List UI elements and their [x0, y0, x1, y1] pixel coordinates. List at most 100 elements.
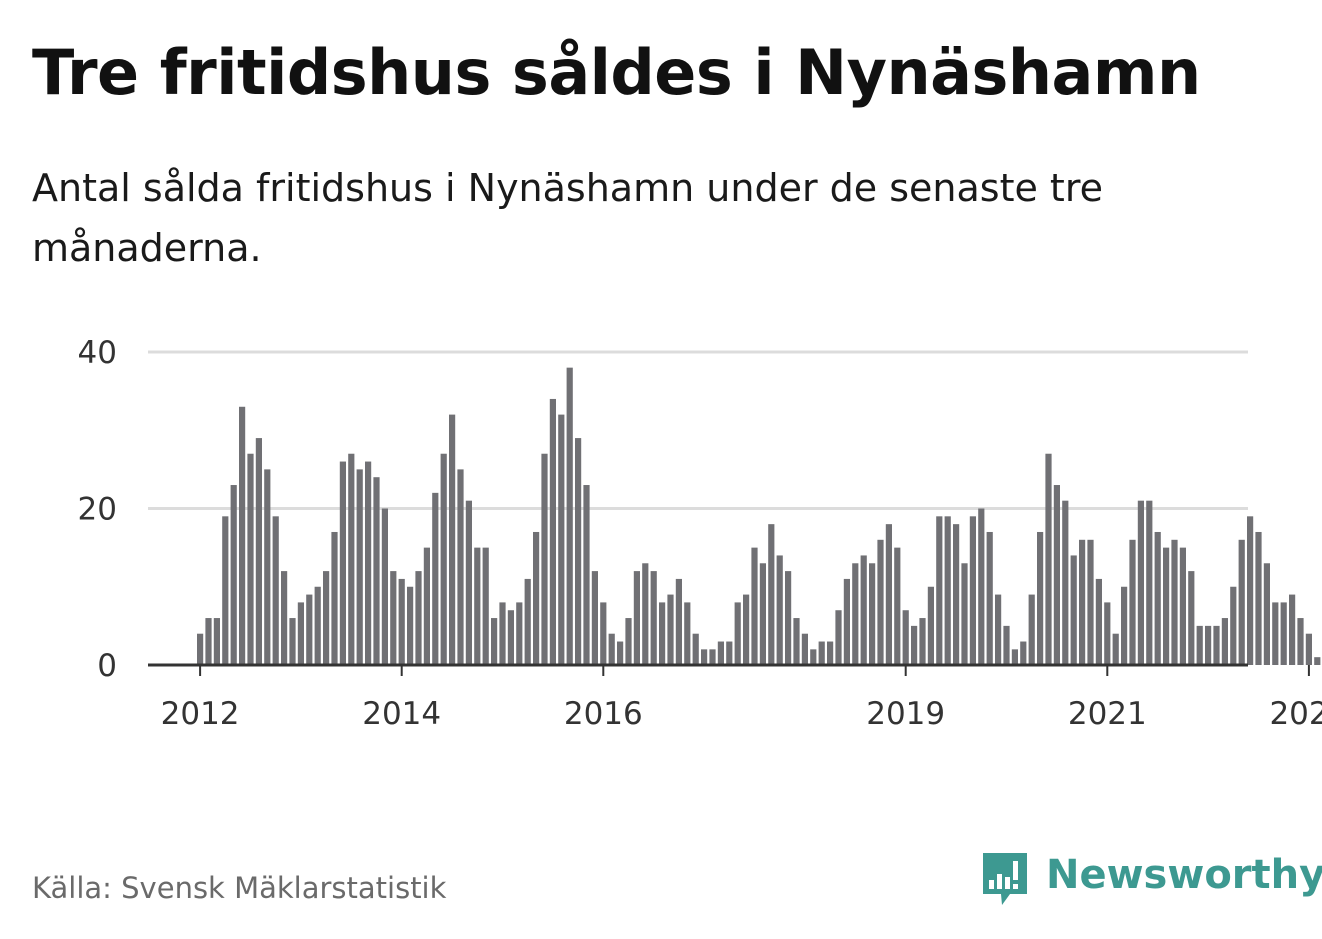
- bar: [1163, 547, 1170, 665]
- bar: [247, 453, 254, 665]
- bar: [465, 500, 472, 665]
- x-tick-label: 2012: [161, 696, 240, 732]
- bar: [734, 602, 741, 665]
- bar: [591, 571, 598, 665]
- source-note: Källa: Svensk Mäklarstatistik: [32, 871, 447, 905]
- x-tick-label: 2019: [866, 696, 945, 732]
- bar: [533, 531, 540, 665]
- bar: [297, 602, 304, 665]
- x-tick-label: 2023: [1269, 696, 1322, 732]
- bar: [1171, 539, 1178, 665]
- bar: [457, 469, 464, 665]
- bar: [667, 594, 674, 665]
- bar: [381, 508, 388, 665]
- bar: [978, 508, 985, 665]
- bar: [1037, 531, 1044, 665]
- bar: [222, 516, 229, 665]
- bar: [1179, 547, 1186, 665]
- bar: [793, 618, 800, 665]
- bar: [768, 524, 775, 665]
- bar: [894, 547, 901, 665]
- bar: [650, 571, 657, 665]
- bar: [306, 594, 313, 665]
- chart-subtitle: Antal sålda fritidshus i Nynäshamn under…: [32, 166, 1103, 270]
- bar: [365, 461, 372, 665]
- bar: [608, 633, 615, 665]
- bar: [717, 641, 724, 665]
- bar: [281, 571, 288, 665]
- bar: [1230, 586, 1237, 665]
- bar: [818, 641, 825, 665]
- bar: [339, 461, 346, 665]
- bar: [776, 555, 783, 665]
- bar: [415, 571, 422, 665]
- bar: [432, 492, 439, 665]
- bar: [852, 563, 859, 665]
- bar: [1095, 578, 1102, 665]
- bar: [843, 578, 850, 665]
- x-tick-label: 2014: [362, 696, 441, 732]
- bar: [1221, 618, 1228, 665]
- bar: [1011, 649, 1018, 665]
- bar: [617, 641, 624, 665]
- y-axis-labels: 0 20 40: [78, 335, 117, 684]
- bar: [583, 485, 590, 665]
- x-axis-labels: 2012 2014 2016 2019 2021 2023: [161, 696, 1322, 732]
- bar: [239, 406, 246, 665]
- bar: [1062, 500, 1069, 665]
- bar: [566, 367, 573, 665]
- bar: [541, 453, 548, 665]
- bar: [516, 602, 523, 665]
- bar: [911, 625, 918, 665]
- bar: [1070, 555, 1077, 665]
- x-tick-label: 2016: [564, 696, 643, 732]
- bar: [751, 547, 758, 665]
- bar: [323, 571, 330, 665]
- brand-name: Newsworthy: [1046, 852, 1322, 898]
- bar: [1154, 531, 1161, 665]
- bar: [944, 516, 951, 665]
- bar: [659, 602, 666, 665]
- bar: [482, 547, 489, 665]
- bar: [390, 571, 397, 665]
- bar: [1137, 500, 1144, 665]
- bar: [1146, 500, 1153, 665]
- chart-title: Tre fritidshus såldes i Nynäshamn: [32, 36, 1201, 109]
- bars: [197, 367, 1321, 665]
- bar: [709, 649, 716, 665]
- bar: [1121, 586, 1128, 665]
- bar: [1213, 625, 1220, 665]
- bar: [877, 539, 884, 665]
- bar: [675, 578, 682, 665]
- bar: [575, 438, 582, 665]
- bar: [869, 563, 876, 665]
- bar: [600, 602, 607, 665]
- bar: [230, 485, 237, 665]
- x-tick-label: 2021: [1068, 696, 1147, 732]
- bar: [264, 469, 271, 665]
- bar: [491, 618, 498, 665]
- bar: [272, 516, 279, 665]
- y-tick-label: 40: [78, 335, 117, 371]
- brand: Newsworthy: [980, 848, 1322, 910]
- bar: [197, 633, 204, 665]
- bar: [1020, 641, 1027, 665]
- bar: [1305, 633, 1312, 665]
- bar: [407, 586, 414, 665]
- x-axis: [148, 663, 1310, 676]
- bar: [1112, 633, 1119, 665]
- bar: [759, 563, 766, 665]
- bar: [1205, 625, 1212, 665]
- bar: [986, 531, 993, 665]
- bar: [1188, 571, 1195, 665]
- bar: [474, 547, 481, 665]
- bar: [1280, 602, 1287, 665]
- bar: [961, 563, 968, 665]
- bar: [642, 563, 649, 665]
- bar: [1104, 602, 1111, 665]
- bar: [1255, 531, 1262, 665]
- bar: [1238, 539, 1245, 665]
- bar: [743, 594, 750, 665]
- bar: [969, 516, 976, 665]
